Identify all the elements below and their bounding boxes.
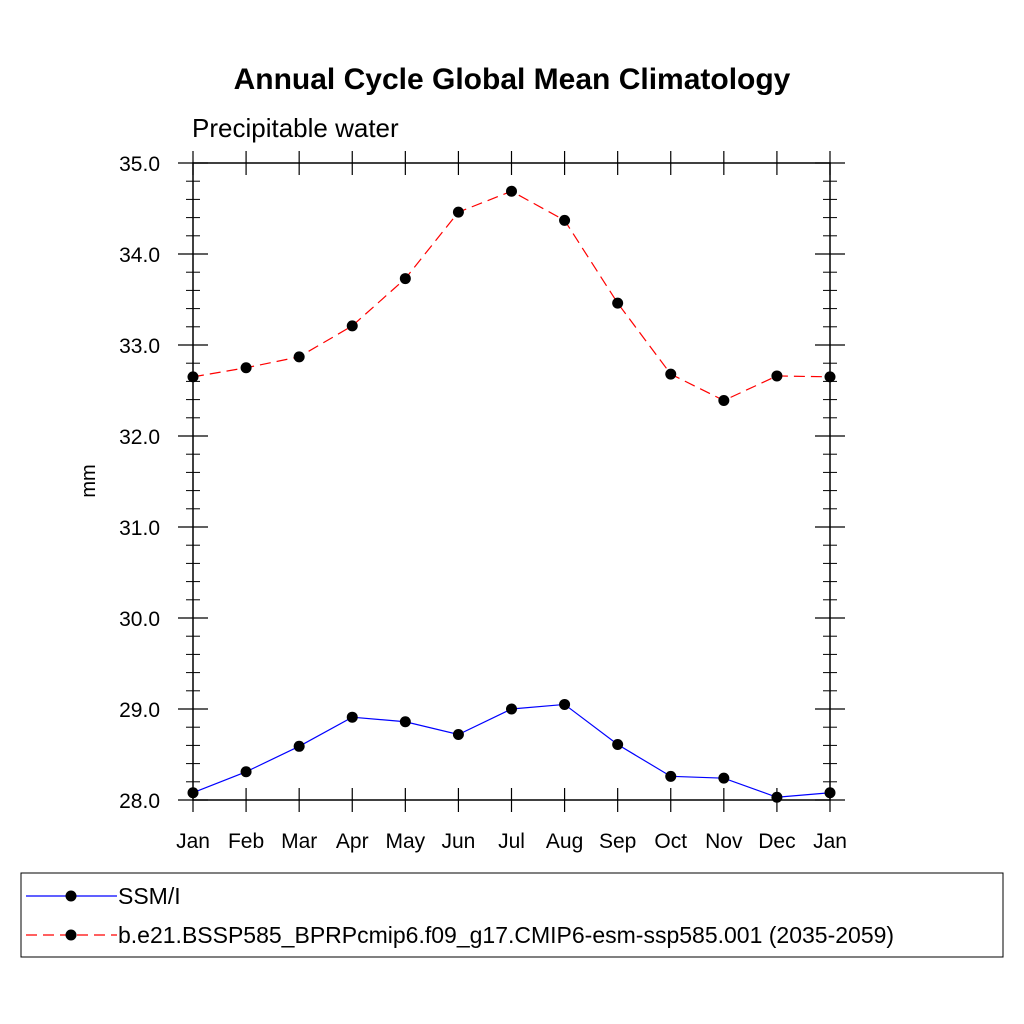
data-point-series-2 [187,371,199,383]
x-tick-label: Dec [758,830,795,853]
series-line-1 [192,703,831,798]
data-point-series-2 [771,370,783,382]
data-point-series-2 [559,214,571,226]
data-point-series-1 [665,770,677,782]
y-axis-title: mm [78,464,100,497]
data-point-series-2 [293,351,305,363]
x-tick-label: Feb [228,830,264,853]
data-point-series-2 [399,273,411,285]
chart-title: Annual Cycle Global Mean Climatology [234,63,791,96]
data-point-series-1 [346,711,358,723]
data-point-series-1 [559,698,571,710]
data-point-series-1 [187,787,199,799]
data-point-series-2 [240,362,252,374]
data-point-series-2 [824,371,836,383]
data-point-series-1 [718,772,730,784]
legend-label-1: SSM/I [118,883,181,909]
legend-marker-2 [65,929,77,941]
y-tick-label: 35.0 [119,153,160,176]
data-point-series-1 [399,716,411,728]
x-tick-label: Jul [498,830,525,853]
x-tick-label: May [385,830,425,853]
x-axis: Jan Feb Mar Apr May Jun Jul Aug Sep Oct Nov Dec Jan [176,151,847,853]
data-point-series-2 [506,185,517,197]
y-tick-label: 33.0 [119,335,160,358]
data-point-series-1 [240,766,252,778]
x-tick-label: Jan [176,830,210,853]
data-point-series-2 [452,206,464,218]
y-tick-label: 30.0 [119,608,160,631]
data-point-series-1 [824,787,836,799]
legend-label-2: b.e21.BSSP585_BPRPcmip6.f09_g17.CMIP6-es… [118,922,894,948]
data-point-series-2 [346,320,358,332]
x-tick-label: Sep [599,830,636,853]
y-tick-label: 29.0 [119,699,160,722]
x-tick-label: Jan [813,830,847,853]
data-point-series-2 [612,297,624,309]
data-point-series-1 [452,728,464,740]
x-tick-label: Nov [705,830,743,853]
y-axis: 28.0 29.0 30.0 31.0 32.0 33.0 34.0 35.0 [119,153,845,813]
data-point-series-1 [612,738,624,750]
data-point-series-2 [718,395,730,407]
x-tick-label: Oct [654,830,687,853]
legend-box [20,872,1004,958]
data-point-series-2 [665,368,677,380]
y-tick-label: 32.0 [119,426,160,449]
x-tick-label: Mar [281,830,317,853]
x-tick-label: Jun [441,830,475,853]
series-layer [187,185,836,803]
data-point-series-1 [771,791,783,803]
y-tick-label: 28.0 [119,790,160,813]
data-point-series-1 [293,740,305,752]
series-line-2 [192,190,831,402]
x-tick-label: Aug [546,830,583,853]
data-point-series-1 [506,703,517,715]
y-tick-label: 31.0 [119,517,160,540]
y-tick-label: 34.0 [119,244,160,267]
legend-marker-1 [65,890,77,902]
x-tick-label: Apr [336,830,369,853]
legend: SSM/I b.e21.BSSP585_BPRPcmip6.f09_g17.CMI… [26,883,894,948]
chart-subtitle: Precipitable water [192,113,399,143]
